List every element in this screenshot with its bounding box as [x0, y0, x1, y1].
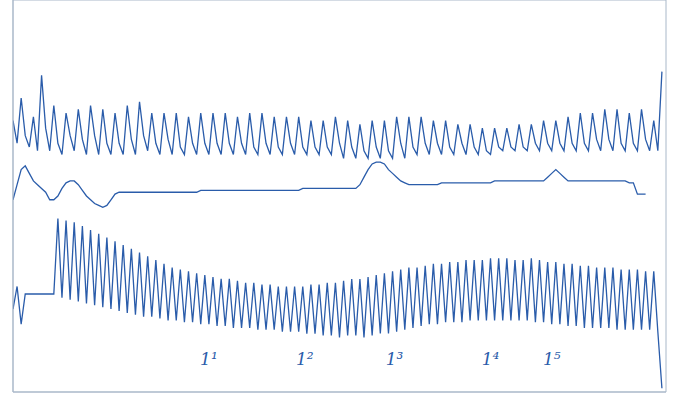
svg-text:1⁵: 1⁵	[543, 349, 561, 369]
svg-text:1¹: 1¹	[200, 349, 218, 369]
svg-text:1³: 1³	[386, 349, 404, 369]
svg-text:1⁴: 1⁴	[482, 349, 500, 369]
svg-text:1²: 1²	[296, 349, 314, 369]
